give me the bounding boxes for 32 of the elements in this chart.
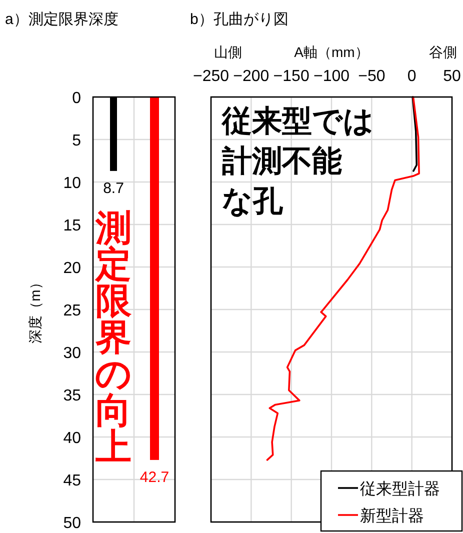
text: 谷側 — [429, 44, 457, 60]
y-tick-label: 0 — [72, 90, 82, 107]
x-tick-label: 0 — [407, 68, 416, 85]
y-tick-label: 50 — [63, 515, 82, 532]
x-tick-label: −150 — [273, 68, 310, 85]
y-tick-label: 5 — [72, 132, 82, 150]
x-axis-title: A軸（mm） — [294, 44, 369, 60]
y-tick-label: 25 — [63, 302, 82, 320]
x-tick-label: −100 — [313, 68, 350, 85]
y-tick-label: 35 — [63, 388, 82, 404]
annotation: 計測不能 — [221, 145, 342, 178]
chart-title: a）測定限界深度 — [5, 11, 118, 28]
annotation: な孔 — [222, 185, 284, 218]
data-label: 8.7 — [103, 180, 124, 197]
y-tick-label: 40 — [63, 430, 82, 447]
y-axis-title: 深度（m） — [27, 276, 43, 344]
y-tick-label: 10 — [63, 175, 82, 192]
annotation: 測定限界の向上 — [94, 207, 132, 467]
y-tick-label: 20 — [63, 260, 82, 277]
data-label: 42.7 — [140, 468, 170, 486]
y-tick-label: 45 — [63, 472, 82, 490]
x-tick-label: 50 — [443, 68, 461, 85]
x-tick-label: −250 — [192, 68, 230, 85]
legend-label: 従来型計器 — [360, 480, 440, 498]
y-tick-label: 15 — [63, 218, 82, 234]
annotation: 従来型では — [221, 105, 374, 138]
y-tick-label: 30 — [63, 345, 82, 362]
chart-title: b）孔曲がり図 — [190, 11, 288, 28]
legend-label: 新型計器 — [360, 507, 424, 525]
x-tick-label: −200 — [233, 68, 270, 85]
x-tick-label: −50 — [358, 68, 386, 85]
text: 山側 — [214, 44, 242, 60]
